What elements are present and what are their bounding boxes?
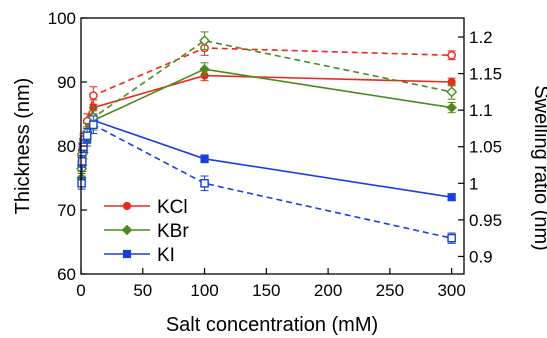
data-point xyxy=(89,120,98,130)
y2-axis-title: Swelling ratio (nm) xyxy=(530,85,547,251)
y2-tick-label: 1.05 xyxy=(469,138,502,157)
y-axis-title: Thickness (nm) xyxy=(12,78,34,215)
data-point xyxy=(79,142,88,152)
legend-item: KCl xyxy=(104,197,188,218)
x-tick-label: 50 xyxy=(133,281,152,300)
data-point xyxy=(447,193,456,202)
y-tick-label: 90 xyxy=(57,73,76,92)
y-tick-label: 60 xyxy=(57,265,76,284)
y-axis-left: 60 70 80 90 100 xyxy=(48,9,87,284)
data-point xyxy=(122,201,132,211)
y2-tick-label: 1.15 xyxy=(469,65,502,84)
data-point xyxy=(82,131,92,141)
x-tick-label: 0 xyxy=(76,281,85,300)
data-point xyxy=(200,154,209,163)
legend-item: KI xyxy=(104,245,175,266)
legend: KCl KBr KI xyxy=(104,197,189,266)
series-5 xyxy=(77,115,456,244)
plot-area xyxy=(81,18,464,274)
y2-tick-label: 1.2 xyxy=(469,28,493,47)
data-point xyxy=(89,91,98,100)
data-point xyxy=(200,179,209,188)
legend-item: KBr xyxy=(104,221,189,242)
x-tick-label: 250 xyxy=(376,281,404,300)
data-point xyxy=(77,157,87,166)
x-axis: 0 50 100 150 200 250 300 xyxy=(76,268,466,300)
y-tick-label: 70 xyxy=(57,201,76,220)
x-tick-label: 150 xyxy=(252,281,280,300)
x-tick-label: 200 xyxy=(314,281,342,300)
data-point xyxy=(122,249,132,259)
y2-tick-label: 0.9 xyxy=(469,247,493,266)
y-axis-right: 0.9 0.95 1 1.05 1.1 1.15 1.2 xyxy=(458,28,502,266)
data-point xyxy=(121,224,133,236)
data-point xyxy=(447,51,456,60)
data-point xyxy=(199,35,211,47)
y-tick-label: 80 xyxy=(57,137,76,156)
y2-tick-label: 1 xyxy=(469,174,478,193)
x-axis-title: Salt concentration (mM) xyxy=(166,314,378,336)
data-point xyxy=(446,102,457,113)
x-tick-label: 100 xyxy=(190,281,218,300)
data-point xyxy=(447,233,456,243)
y-tick-label: 100 xyxy=(48,9,76,28)
data-point xyxy=(446,86,458,98)
y2-tick-label: 0.95 xyxy=(469,211,502,230)
legend-label: KBr xyxy=(157,221,189,242)
x-tick-label: 300 xyxy=(437,281,465,300)
y2-tick-label: 1.1 xyxy=(469,101,493,120)
legend-label: KCl xyxy=(157,197,188,218)
legend-label: KI xyxy=(157,245,175,266)
data-point xyxy=(199,63,210,75)
